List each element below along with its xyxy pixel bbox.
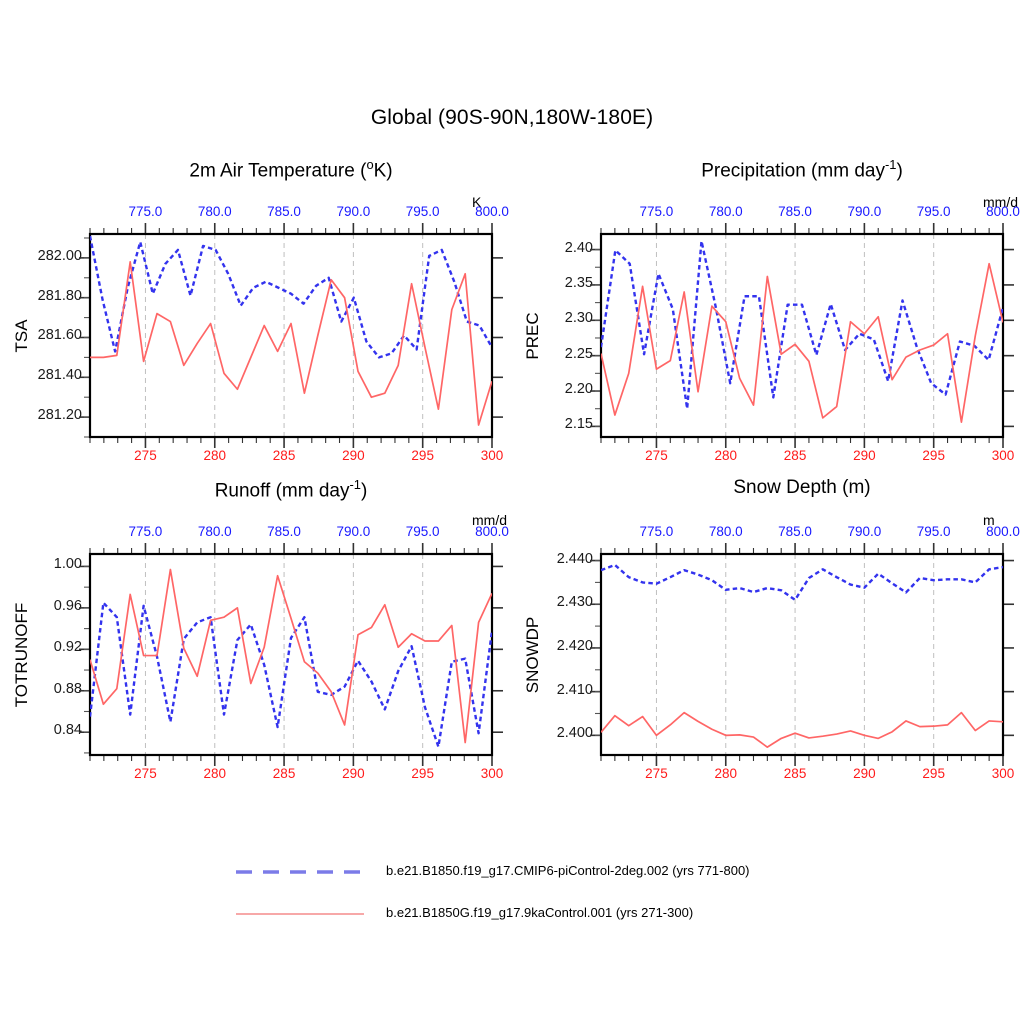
- bottom-axis-tick-label: 300: [991, 448, 1015, 463]
- bottom-axis-tick-label: 300: [480, 448, 504, 463]
- panel-title-prec: Precipitation (mm day-1): [701, 157, 903, 182]
- top-axis-tick-label: 795.0: [916, 524, 951, 539]
- bottom-axis-tick-label: 300: [991, 766, 1015, 781]
- bottom-axis-tick-label: 280: [714, 448, 738, 463]
- top-axis-tick-label: 790.0: [847, 204, 882, 219]
- bottom-axis-tick-label: 295: [411, 448, 434, 463]
- series-line-9kaControl: [601, 711, 1003, 748]
- top-axis-tick-label: 785.0: [778, 524, 812, 539]
- series-line-piControl: [601, 239, 1003, 410]
- unit-label-prec: mm/d: [983, 194, 1018, 210]
- top-axis-tick-label: 790.0: [336, 524, 371, 539]
- y-tick-label: 281.20: [37, 407, 82, 424]
- y-tick-label: 0.84: [53, 722, 82, 739]
- top-axis-tick-label: 785.0: [267, 524, 301, 539]
- bottom-axis-tick-label: 285: [272, 766, 296, 781]
- bottom-axis-tick-label: 275: [645, 448, 668, 463]
- y-tick-label: 2.35: [564, 274, 593, 291]
- bottom-axis-tick-label: 280: [203, 766, 227, 781]
- top-axis-tick-label: 800.0: [475, 204, 509, 219]
- bottom-axis-tick-label: 275: [134, 766, 157, 781]
- top-axis-tick-label: 780.0: [197, 204, 232, 219]
- bottom-axis-tick-label: 285: [783, 448, 807, 463]
- y-tick-label: 0.92: [53, 639, 82, 656]
- bottom-axis-tick-label: 285: [783, 766, 807, 781]
- page-title: Global (90S-90N,180W-180E): [370, 106, 654, 129]
- top-axis-tick-label: 775.0: [639, 524, 674, 539]
- panel-title-totrunoff: Runoff (mm day-1): [214, 477, 368, 502]
- top-axis-tick-label: 800.0: [986, 204, 1020, 219]
- y-tick-label: 2.440: [556, 550, 593, 567]
- top-axis-tick-label: 785.0: [778, 204, 812, 219]
- series-line-9kaControl: [90, 261, 492, 426]
- bottom-axis-tick-label: 285: [272, 448, 296, 463]
- y-tick-label: 2.400: [556, 725, 593, 742]
- series-line-9kaControl: [601, 262, 1003, 423]
- top-axis-tick-label: 780.0: [708, 204, 743, 219]
- top-axis-tick-label: 780.0: [197, 524, 232, 539]
- top-axis-tick-label: 800.0: [986, 524, 1020, 539]
- y-tick-label: 2.15: [564, 416, 593, 433]
- unit-label-tsa: K: [472, 194, 482, 210]
- top-axis-tick-label: 785.0: [267, 204, 301, 219]
- y-tick-label: 2.430: [556, 594, 593, 611]
- y-tick-label: 281.60: [37, 327, 82, 344]
- panel-title-tsa: 2m Air Temperature (oK): [189, 157, 393, 182]
- top-axis-tick-label: 800.0: [475, 524, 509, 539]
- top-axis-tick-label: 795.0: [405, 204, 440, 219]
- bottom-axis-tick-label: 275: [645, 766, 668, 781]
- top-axis-tick-label: 795.0: [405, 524, 440, 539]
- y-tick-label: 281.80: [37, 287, 82, 304]
- bottom-axis-tick-label: 280: [714, 766, 738, 781]
- y-tick-label: 2.25: [564, 345, 593, 362]
- series-line-piControl: [601, 563, 1003, 602]
- top-axis-tick-label: 790.0: [336, 204, 371, 219]
- y-tick-label: 282.00: [37, 247, 82, 264]
- top-axis-tick-label: 775.0: [639, 204, 674, 219]
- series-line-piControl: [90, 235, 492, 359]
- top-axis-tick-label: 775.0: [128, 524, 163, 539]
- top-axis-tick-label: 790.0: [847, 524, 882, 539]
- top-axis-tick-label: 780.0: [708, 524, 743, 539]
- y-tick-label: 1.00: [53, 556, 82, 573]
- unit-label-snowdp: m: [983, 512, 995, 528]
- bottom-axis-tick-label: 295: [922, 448, 945, 463]
- bottom-axis-tick-label: 290: [342, 448, 365, 463]
- bottom-axis-tick-label: 300: [480, 766, 504, 781]
- unit-label-totrunoff: mm/d: [472, 512, 507, 528]
- top-axis-tick-label: 775.0: [128, 204, 163, 219]
- bottom-axis-tick-label: 280: [203, 448, 227, 463]
- y-tick-label: 2.410: [556, 681, 593, 698]
- y-tick-label: 0.96: [53, 597, 82, 614]
- y-tick-label: 2.30: [564, 310, 593, 327]
- bottom-axis-tick-label: 275: [134, 448, 157, 463]
- series-line-9kaControl: [90, 568, 492, 744]
- y-tick-label: 2.40: [564, 239, 593, 256]
- panel-title-snowdp: Snow Depth (m): [733, 477, 871, 498]
- top-axis-tick-label: 795.0: [916, 204, 951, 219]
- y-tick-label: 2.420: [556, 637, 593, 654]
- series-line-piControl: [90, 601, 492, 748]
- bottom-axis-tick-label: 295: [411, 766, 434, 781]
- bottom-axis-tick-label: 295: [922, 766, 945, 781]
- y-tick-label: 0.88: [53, 680, 82, 697]
- y-tick-label: 281.40: [37, 367, 82, 384]
- y-tick-label: 2.20: [564, 381, 593, 398]
- bottom-axis-tick-label: 290: [853, 448, 876, 463]
- bottom-axis-tick-label: 290: [853, 766, 876, 781]
- bottom-axis-tick-label: 290: [342, 766, 365, 781]
